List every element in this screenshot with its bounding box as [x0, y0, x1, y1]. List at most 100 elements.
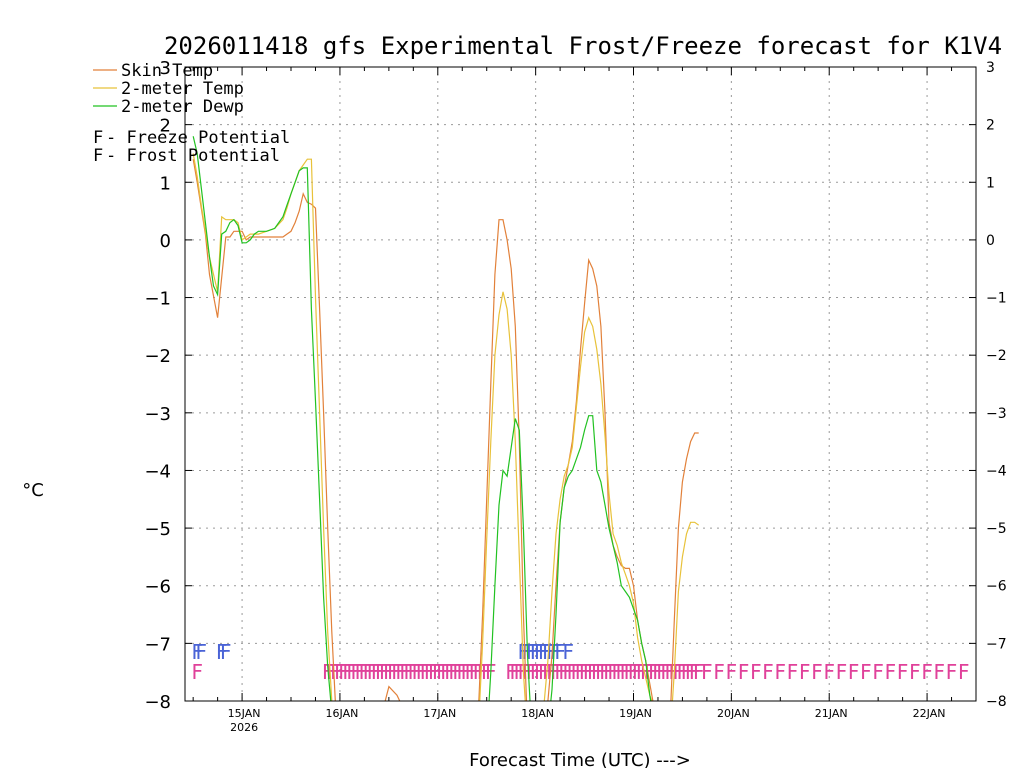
freeze-potential-marker: F [595, 660, 607, 684]
freeze-potential-marker: F [599, 660, 611, 684]
freeze-potential-marker: F [530, 660, 542, 684]
x-tick-sublabel: 2026 [230, 721, 258, 734]
freeze-potential-marker: F [640, 660, 652, 684]
freeze-potential-marker: F [444, 660, 456, 684]
freeze-potential-marker: F [579, 660, 591, 684]
freeze-potential-marker: F [762, 660, 774, 684]
freeze-potential-marker: F [526, 660, 538, 684]
y-tick-label-right: −2 [986, 348, 1007, 364]
freeze-potential-marker: F [367, 660, 379, 684]
freeze-markers: F FFFFFFFFFFFFFFFFFFFFFFFFFFFFFFFFFFFFFFF… [191, 660, 969, 684]
freeze-potential-marker: F [652, 660, 664, 684]
freeze-potential-marker: F [416, 660, 428, 684]
freeze-potential-marker: F [481, 660, 493, 684]
frost-potential-marker: F [191, 640, 203, 664]
frost-potential-marker: F [526, 640, 538, 664]
freeze-potential-marker: F [403, 660, 415, 684]
freeze-potential-marker: F [420, 660, 432, 684]
frost-potential-marker: F [530, 640, 542, 664]
x-tick-label: 22JAN [913, 707, 946, 720]
x-tick-label: 15JAN [228, 707, 261, 720]
freeze-potential-marker: F [510, 660, 522, 684]
frost-potential-marker: F [550, 640, 562, 664]
freeze-potential-marker: F [522, 660, 534, 684]
x-tick-label: 18JAN [521, 707, 554, 720]
grid-lines [185, 67, 976, 701]
freeze-potential-marker: F [934, 660, 946, 684]
freeze-potential-marker: F [681, 660, 693, 684]
y-tick-label-left: 0 [160, 231, 171, 252]
freeze-potential-marker: F [428, 660, 440, 684]
freeze-potential-marker: F [448, 660, 460, 684]
freeze-potential-marker: F [379, 660, 391, 684]
y-tick-label-left: −8 [144, 692, 171, 713]
freeze-potential-marker: F [689, 660, 701, 684]
freeze-potential-marker: F [465, 660, 477, 684]
legend-label: 2-meter Temp [121, 79, 244, 99]
freeze-potential-marker: F [648, 660, 660, 684]
y-tick-label-right: 0 [986, 233, 995, 249]
series-line-skin-temp [192, 159, 699, 701]
freeze-potential-marker: F [587, 660, 599, 684]
freeze-potential-marker: F [371, 660, 383, 684]
freeze-potential-marker: F [554, 660, 566, 684]
freeze-potential-marker: F [550, 660, 562, 684]
freeze-potential-marker: F [628, 660, 640, 684]
freeze-potential-marker: F [872, 660, 884, 684]
freeze-potential-marker: F [440, 660, 452, 684]
freeze-potential-marker: F [775, 660, 787, 684]
freeze-potential-marker: F [909, 660, 921, 684]
legend-label: 2-meter Dewp [121, 97, 244, 117]
frost-potential-marker: F [534, 640, 546, 664]
freeze-potential-marker: F [673, 660, 685, 684]
freeze-potential-marker: F [375, 660, 387, 684]
x-tick-label: 19JAN [619, 707, 652, 720]
freeze-potential-marker: F [395, 660, 407, 684]
y-tick-label-left: 3 [160, 58, 171, 79]
frost-potential-marker: F [554, 640, 566, 664]
freeze-potential-marker: F [399, 660, 411, 684]
y-tick-label-right: −1 [986, 291, 1007, 307]
frost-potential-marker: F [518, 640, 530, 664]
freeze-potential-marker: F [603, 660, 615, 684]
x-tick-label: 21JAN [815, 707, 848, 720]
freeze-potential-marker: F [477, 660, 489, 684]
freeze-potential-marker: F [787, 660, 799, 684]
y-tick-label-left: 1 [160, 173, 171, 194]
y-axis-label: °C [22, 480, 44, 501]
freeze-potential-marker: F [363, 660, 375, 684]
series-line-2-meter-dewp [192, 136, 652, 701]
freeze-potential-marker: F [432, 660, 444, 684]
freeze-potential-marker: F [350, 660, 362, 684]
freeze-potential-marker: F [456, 660, 468, 684]
y-tick-label-right: −6 [986, 579, 1007, 595]
freeze-potential-marker: F [461, 660, 473, 684]
freeze-potential-marker: F [355, 660, 367, 684]
freeze-potential-marker: F [616, 660, 628, 684]
freeze-potential-marker: F [860, 660, 872, 684]
y-tick-label-left: 2 [160, 116, 171, 137]
y-tick-label-right: −5 [986, 521, 1007, 537]
series-lines [192, 136, 700, 701]
y-tick-label-right: 1 [986, 175, 995, 191]
freeze-potential-marker: F [885, 660, 897, 684]
freeze-potential-marker: F [412, 660, 424, 684]
freeze-potential-marker: F [473, 660, 485, 684]
y-tick-label-right: −4 [986, 463, 1007, 479]
freeze-potential-marker: F [408, 660, 420, 684]
freeze-potential-marker: F [546, 660, 558, 684]
freeze-potential-marker: F [571, 660, 583, 684]
freeze-potential-marker: F [342, 660, 354, 684]
freeze-potential-marker: F [436, 660, 448, 684]
freeze-potential-marker: F [538, 660, 550, 684]
series-line-2-meter-temp [192, 153, 700, 701]
frost-potential-marker: F [220, 640, 232, 664]
x-tick-label: 16JAN [326, 707, 359, 720]
freeze-potential-marker: F [664, 660, 676, 684]
x-axis-label: Forecast Time (UTC) ---> [469, 750, 691, 768]
freeze-potential-marker: F [677, 660, 689, 684]
freeze-potential-marker: F [738, 660, 750, 684]
freeze-potential-marker: F [191, 660, 203, 684]
freeze-potential-marker: F [542, 660, 554, 684]
